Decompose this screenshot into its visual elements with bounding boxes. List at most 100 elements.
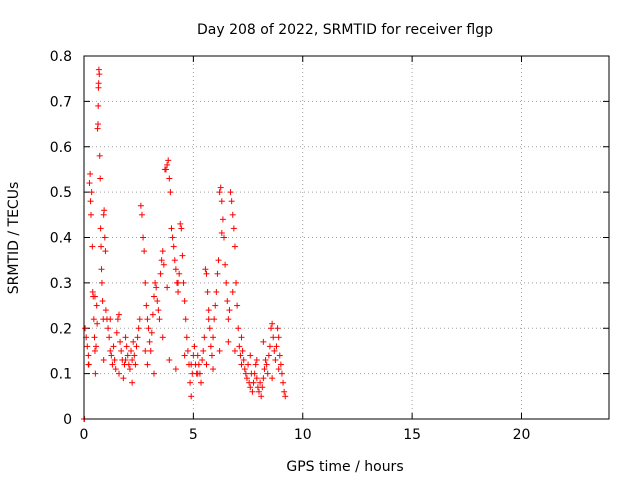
data-point <box>184 347 191 354</box>
data-point <box>99 298 106 305</box>
data-point <box>151 293 157 300</box>
data-point <box>135 325 142 332</box>
data-point <box>159 248 166 255</box>
data-point <box>130 338 137 345</box>
data-point <box>217 184 224 191</box>
data-point <box>240 357 247 364</box>
plot-frame <box>83 55 610 420</box>
data-point <box>253 357 260 364</box>
data-point <box>256 388 262 395</box>
data-point <box>176 270 183 277</box>
data-point <box>257 379 264 386</box>
data-point <box>158 257 165 264</box>
data-point <box>215 257 222 264</box>
data-point <box>124 352 131 359</box>
data-point <box>266 343 273 350</box>
data-point <box>151 370 157 377</box>
data-point <box>148 329 155 336</box>
data-point <box>252 361 259 368</box>
data-point <box>210 334 217 341</box>
data-point <box>239 347 246 354</box>
data-point <box>207 343 214 350</box>
data-point <box>260 375 267 382</box>
data-point <box>107 316 114 323</box>
data-point <box>144 361 151 368</box>
data-point <box>154 298 161 305</box>
data-point <box>211 316 218 323</box>
data-point <box>149 311 156 318</box>
data-point <box>229 288 236 295</box>
data-point <box>125 361 132 368</box>
data-point <box>275 334 282 341</box>
data-point <box>122 357 129 364</box>
data-point <box>113 329 120 336</box>
data-point <box>198 379 205 386</box>
x-tick-label: 20 <box>513 427 531 443</box>
data-point <box>191 343 198 350</box>
data-point <box>206 325 213 332</box>
y-tick-label: 0.1 <box>50 367 72 383</box>
data-point <box>201 334 208 341</box>
data-point <box>110 343 117 350</box>
data-point <box>129 357 136 364</box>
data-point <box>172 366 179 373</box>
data-point <box>181 352 188 359</box>
data-point <box>249 388 256 395</box>
data-point <box>128 347 135 354</box>
data-point <box>116 311 122 318</box>
data-point <box>269 375 276 382</box>
data-point <box>171 257 178 264</box>
data-point <box>95 121 101 128</box>
data-point <box>93 343 100 350</box>
data-point <box>163 166 170 173</box>
data-point <box>210 366 217 373</box>
data-point <box>202 266 209 273</box>
data-point <box>218 198 225 205</box>
data-point <box>216 189 223 196</box>
data-point <box>101 234 108 241</box>
data-point <box>88 189 95 196</box>
data-point <box>218 229 225 236</box>
data-point <box>108 352 115 359</box>
data-point <box>129 379 136 386</box>
data-point <box>187 379 194 386</box>
data-point <box>91 347 98 354</box>
data-point <box>87 170 94 177</box>
data-point <box>238 361 245 368</box>
data-point <box>147 347 154 354</box>
data-point <box>91 334 98 341</box>
data-point <box>86 180 93 187</box>
y-tick-label: 0.7 <box>50 94 72 110</box>
data-point <box>152 279 159 286</box>
data-point <box>204 288 211 295</box>
data-point <box>144 316 151 323</box>
data-point <box>164 161 171 168</box>
data-point <box>133 343 140 350</box>
data-point <box>178 225 185 232</box>
data-point <box>242 370 249 377</box>
data-point <box>275 366 282 373</box>
data-point <box>276 352 283 359</box>
data-point <box>175 279 182 286</box>
data-point <box>250 379 257 386</box>
data-point <box>116 370 122 377</box>
data-point <box>277 361 284 368</box>
data-point <box>82 325 89 332</box>
data-point <box>98 243 105 250</box>
data-point <box>142 279 149 286</box>
data-point <box>87 198 94 205</box>
y-axis-label: SRMTID / TECUs <box>6 182 22 295</box>
data-point <box>241 366 248 373</box>
data-point <box>170 243 177 250</box>
data-point <box>212 302 219 309</box>
data-point <box>228 198 235 205</box>
data-point <box>95 102 102 109</box>
grid-lines <box>84 56 609 419</box>
data-point <box>88 211 94 218</box>
data-point <box>117 338 124 345</box>
data-point <box>282 393 289 400</box>
data-point <box>138 211 145 218</box>
data-point <box>166 357 173 364</box>
y-tick-label: 0.4 <box>50 231 72 247</box>
